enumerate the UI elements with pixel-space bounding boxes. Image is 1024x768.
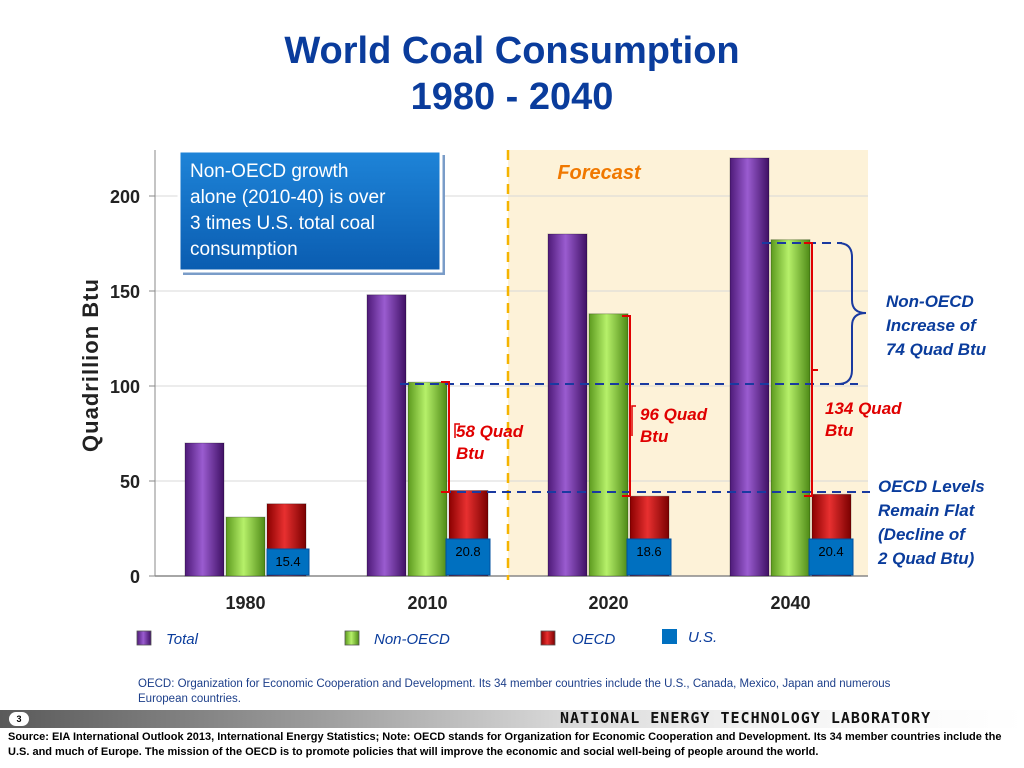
growth-pointer-2010 xyxy=(454,423,460,438)
x-tick-label: 2040 xyxy=(770,593,810,613)
chart: 0 50 100 150 200 Quadrillion Btu 1980 2010 2020 2… xyxy=(78,149,987,648)
growth-bracket-2020 xyxy=(622,315,631,497)
bar-total xyxy=(729,157,770,577)
us-value-label: 20.4 xyxy=(818,544,843,559)
legend-swatch xyxy=(136,630,152,646)
bar-non-oecd xyxy=(407,381,448,577)
y-tick-label: 100 xyxy=(110,377,140,397)
y-tick-label: 50 xyxy=(120,472,140,492)
legend-label: Non-OECD xyxy=(374,631,450,648)
legend-swatch xyxy=(540,630,556,646)
legend-swatch xyxy=(344,630,360,646)
bar-total xyxy=(366,294,407,577)
x-tick-label: 2010 xyxy=(407,593,447,613)
x-tick-label: 1980 xyxy=(225,593,265,613)
growth-label-2010: 58 Quad Btu xyxy=(456,422,524,463)
us-value-label: 20.8 xyxy=(455,544,480,559)
y-axis-label: Quadrillion Btu xyxy=(78,278,103,452)
bar-total xyxy=(547,233,588,577)
us-box xyxy=(445,538,491,576)
y-tick-label: 200 xyxy=(110,187,140,207)
oecd-flat-label: OECD Levels Remain Flat (Decline of 2 Quad … xyxy=(877,477,985,568)
growth-label-2040: 134 Quad Btu xyxy=(825,399,902,440)
growth-bracket-2010 xyxy=(441,381,450,493)
callout-text: Non-OECD growth alone (2010-40) is over 3 … xyxy=(190,161,386,260)
bar-non-oecd xyxy=(225,516,266,577)
increase-brace xyxy=(837,242,867,385)
growth-pointer-2020 xyxy=(631,405,636,436)
us-value-label: 18.6 xyxy=(636,544,661,559)
footer-bar xyxy=(0,710,1024,728)
bar-total xyxy=(184,442,225,577)
source-note: Source: EIA International Outlook 2013, … xyxy=(8,731,1002,758)
non-oecd-increase-label: Non-OECD Increase of 74 Quad Btu xyxy=(886,292,987,359)
legend-label-us: U.S. xyxy=(688,629,717,646)
legend-label: OECD xyxy=(572,631,616,648)
x-tick-label: 2020 xyxy=(588,593,628,613)
title-line-2: 1980 - 2040 xyxy=(410,76,614,118)
growth-label-2020: 96 Quad Btu xyxy=(640,405,708,446)
y-tick-label: 150 xyxy=(110,282,140,302)
legend-label: Total xyxy=(166,631,199,648)
us-box xyxy=(808,538,854,576)
us-value-label: 15.4 xyxy=(275,554,300,569)
title-line-1: World Coal Consumption xyxy=(284,30,740,72)
page-title: World Coal Consumption 1980 - 2040 xyxy=(0,28,1024,120)
callout-box xyxy=(177,149,443,273)
org-logo-text: NATIONAL ENERGY TECHNOLOGY LABORATORY xyxy=(560,709,932,727)
page-number: 3 xyxy=(9,712,29,726)
oecd-footnote: OECD: Organization for Economic Cooperat… xyxy=(138,678,891,705)
y-tick-label: 0 xyxy=(130,567,140,587)
bar-non-oecd xyxy=(588,313,629,577)
us-box xyxy=(266,548,310,576)
forecast-label: Forecast xyxy=(557,162,642,184)
us-box xyxy=(626,538,672,576)
legend-swatch-us xyxy=(662,629,677,644)
bar-non-oecd xyxy=(770,239,811,577)
